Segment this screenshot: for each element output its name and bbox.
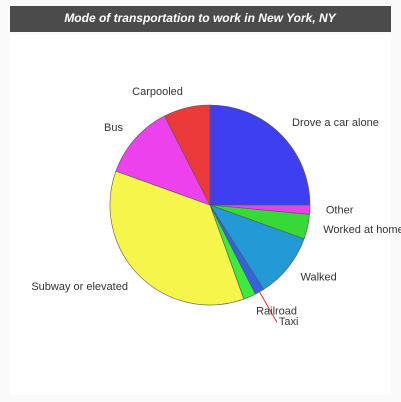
leader-line [259, 291, 278, 323]
slice-label: Carpooled [132, 86, 183, 98]
pie-slice [115, 115, 211, 206]
title-bar [10, 6, 391, 32]
slice-label: Worked at home [323, 224, 401, 236]
slice-label: Subway or elevated [31, 281, 128, 293]
slice-label: Drove a car alone [292, 117, 379, 129]
slice-label: Bus [104, 122, 123, 134]
slice-label: Other [326, 204, 354, 216]
slice-label: Walked [301, 271, 337, 283]
chart-title: Mode of transportation to work in New Yo… [64, 11, 336, 25]
slice-label: Taxi [279, 316, 299, 328]
pie-slice [164, 104, 211, 206]
pie-slice [209, 104, 311, 206]
slice-label: Railroad [256, 305, 297, 317]
pie-slice [109, 170, 245, 306]
